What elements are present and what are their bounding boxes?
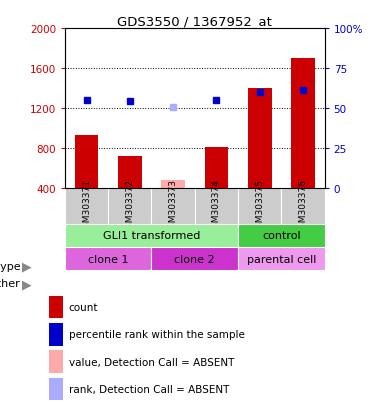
Bar [49,378,63,400]
Bar [204,148,228,189]
Bar [238,247,325,271]
Bar [108,189,151,224]
Bar [195,189,238,224]
Text: value, Detection Call = ABSENT: value, Detection Call = ABSENT [69,357,234,367]
Bar [248,89,272,189]
Bar [151,247,238,271]
Text: cell type: cell type [0,261,20,271]
Text: GLI1 transformed: GLI1 transformed [103,231,200,241]
Bar [238,189,281,224]
Text: other: other [0,279,20,289]
Text: GSM303375: GSM303375 [255,179,264,234]
Bar [151,189,195,224]
Bar [75,136,98,189]
Text: ▶: ▶ [22,260,32,273]
Bar [238,224,325,247]
Title: GDS3550 / 1367952_at: GDS3550 / 1367952_at [117,15,272,28]
Text: clone 2: clone 2 [174,254,215,264]
Text: GSM303374: GSM303374 [212,179,221,234]
Bar [118,157,142,189]
Text: ▶: ▶ [22,277,32,290]
Text: rank, Detection Call = ABSENT: rank, Detection Call = ABSENT [69,384,229,394]
Bar [65,224,238,247]
Bar [65,189,108,224]
Text: GSM303376: GSM303376 [299,179,308,234]
Bar [161,180,185,189]
Bar [65,247,151,271]
Text: GSM303371: GSM303371 [82,179,91,234]
Text: GSM303372: GSM303372 [125,179,134,234]
Text: GSM303373: GSM303373 [169,179,178,234]
Text: parental cell: parental cell [247,254,316,264]
Bar [281,189,325,224]
Bar [49,323,63,346]
Text: percentile rank within the sample: percentile rank within the sample [69,330,244,339]
Text: clone 1: clone 1 [88,254,128,264]
Bar [49,351,63,373]
Bar [49,296,63,318]
Text: control: control [262,231,301,241]
Text: count: count [69,302,98,312]
Bar [291,59,315,189]
